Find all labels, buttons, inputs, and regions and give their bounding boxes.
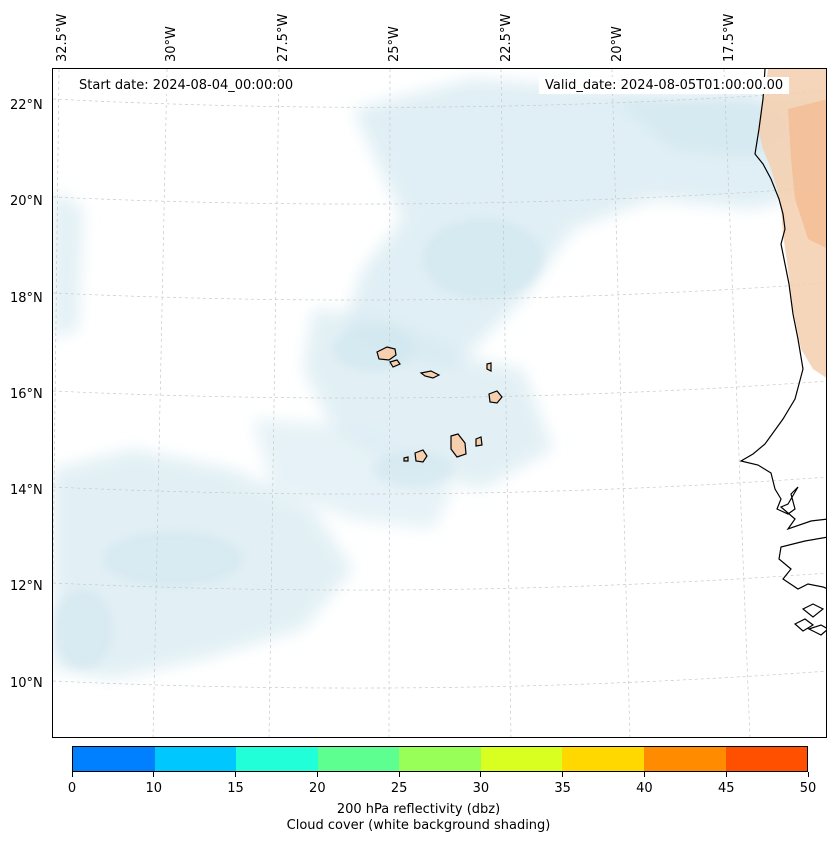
lon-label-22-5w: 22.5°W [499,13,514,62]
colorbar-tick-label: 0 [67,781,77,796]
island-brava [403,456,409,462]
cloud-cover-detail [53,219,543,669]
meridian-22-5w [500,69,512,737]
parallel-10n [53,670,826,689]
colorbar [72,746,808,772]
lat-label-20n: 20°N [10,194,43,209]
lat-label-12n: 12°N [10,579,43,594]
cloud-patch [333,327,413,371]
cloud-band-northeast [613,89,793,159]
island-maio [475,436,483,447]
colorbar-tickmark [71,772,73,777]
coastline [739,69,826,636]
colorbar-sublabel: Cloud cover (white background shading) [286,818,551,833]
colorbar-tickmark [398,772,400,777]
colorbar-segment [317,747,400,771]
lon-label-27-5w: 27.5°W [276,13,291,62]
meridian-30w [152,69,168,737]
colorbar-segment [643,747,726,771]
cloud-cover-shading [53,79,826,679]
coastline-mauritania-senegal [739,69,826,531]
meridian-27-5w [268,69,280,737]
island-boa-vista [488,390,503,404]
meridian-17-5w [723,69,751,737]
cloud-patch [53,589,113,669]
colorbar-segment [480,747,563,771]
meridian-25w [388,69,391,737]
valid-date-label: Valid_date: 2024-08-05T01:00:00.00 [539,77,790,94]
lat-label-18n: 18°N [10,291,43,306]
colorbar-tick-label: 15 [227,781,244,796]
colorbar-tick-label: 40 [636,781,653,796]
colorbar-tick-label: 45 [717,781,735,796]
lon-label-17-5w: 17.5°W [722,13,737,62]
colorbar-tickmark [562,772,564,777]
colorbar-tickmark [480,772,482,777]
graticule [53,69,826,737]
cloud-patch [103,531,243,587]
lat-label-16n: 16°N [10,387,43,402]
island-sao-nicolau [419,370,441,379]
colorbar-tickmark [316,772,318,777]
lat-label-10n: 10°N [10,676,43,691]
colorbar-segment [154,747,237,771]
lon-label-25w: 25°W [387,26,402,62]
lon-label-30w: 30°W [164,26,179,62]
map-panel [52,68,827,738]
colorbar-tick-label: 30 [472,781,490,796]
colorbar-segment [725,747,808,771]
colorbar-tick-label: 10 [145,781,163,796]
lon-label-20w: 20°W [610,26,625,62]
lat-label-14n: 14°N [10,483,43,498]
colorbar-tickmark [725,772,727,777]
colorbar-tick-label: 35 [554,781,571,796]
colorbar-tickmark [235,772,237,777]
colorbar-segment [562,747,644,771]
lon-label-32-5w: 32.5°W [55,13,70,62]
island-sal [486,362,492,372]
cloud-band-west-edge [53,189,83,339]
cape-verde-islands [376,346,503,463]
coastline-bijagos [793,603,826,636]
lat-label-22n: 22°N [10,98,43,113]
colorbar-tick-label: 25 [390,781,408,796]
colorbar-segment [399,747,481,771]
start-date-label: Start date: 2024-08-04_00:00:00 [73,77,300,94]
colorbar-label: 200 hPa reflectivity (dbz) [336,802,501,817]
island-santo-antao [376,346,397,361]
africa-land-shading-deep [788,99,826,248]
colorbar-tickmark [807,772,809,777]
colorbar-tickmark [153,772,155,777]
colorbar-segment [236,747,318,771]
map-canvas [53,69,826,737]
colorbar-tickmark [643,772,645,777]
cloud-patch [373,451,453,487]
cloud-patch [423,219,543,299]
island-santiago [450,433,467,458]
coastline-gambia-guinea [778,536,826,590]
colorbar-tick-label: 50 [799,781,817,796]
colorbar-tick-label: 20 [309,781,326,796]
island-fogo [414,449,428,463]
colorbar-segment [73,747,155,771]
cloud-band-mid-south [253,419,453,529]
meridian-20w [611,69,631,737]
island-sao-vicente [389,359,401,368]
